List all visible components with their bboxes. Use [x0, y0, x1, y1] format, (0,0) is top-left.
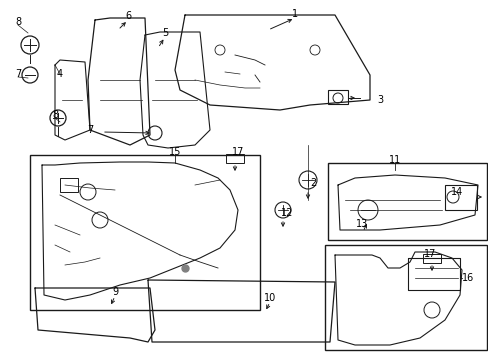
Text: 15: 15 [168, 147, 181, 157]
Bar [225, 154, 244, 163]
Text: 5: 5 [162, 28, 168, 38]
Bar [327, 90, 347, 104]
Bar [444, 185, 476, 210]
Text: 4: 4 [57, 69, 63, 79]
Text: 13: 13 [355, 219, 367, 229]
Text: 1: 1 [291, 9, 298, 19]
Bar [60, 178, 78, 192]
Text: 16: 16 [461, 273, 473, 283]
Text: 10: 10 [264, 293, 276, 303]
Text: 11: 11 [388, 155, 400, 165]
Text: 8: 8 [52, 110, 58, 120]
Bar [325, 245, 486, 350]
Text: 12: 12 [280, 208, 293, 218]
Text: 8: 8 [15, 17, 21, 27]
Text: 14: 14 [450, 187, 462, 197]
Text: 3: 3 [376, 95, 382, 105]
Bar [327, 163, 486, 240]
Text: 9: 9 [112, 287, 118, 297]
Text: 6: 6 [124, 11, 131, 21]
Text: 7: 7 [87, 125, 93, 135]
Bar [422, 254, 440, 263]
Text: 17: 17 [231, 147, 244, 157]
Bar [30, 155, 260, 310]
Text: 2: 2 [309, 178, 315, 188]
Text: 7: 7 [15, 69, 21, 79]
Text: 17: 17 [423, 249, 435, 259]
